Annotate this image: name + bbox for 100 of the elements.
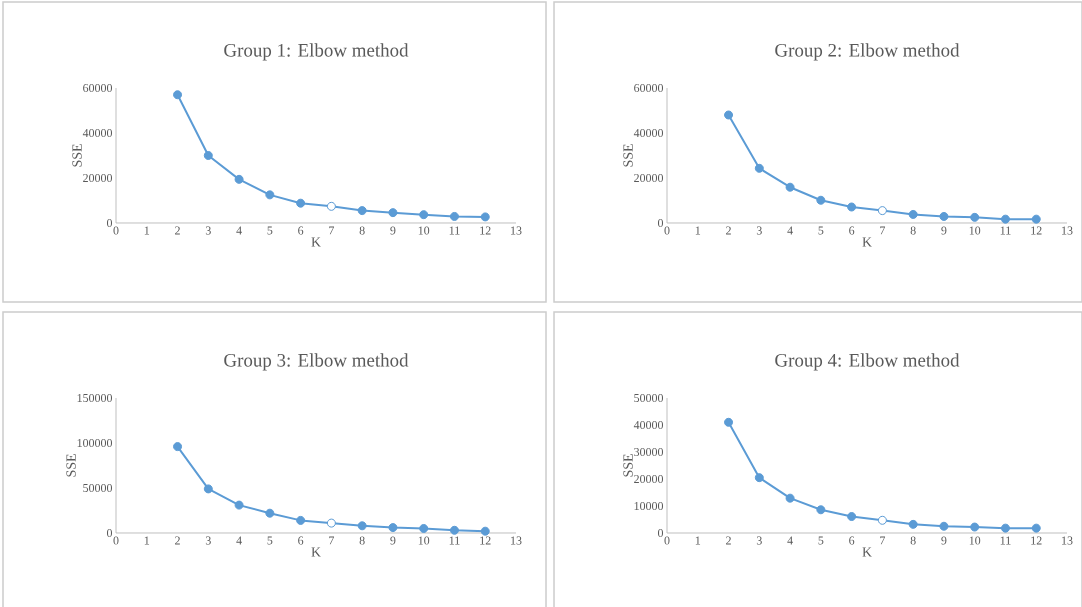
point [449, 211, 459, 221]
x-tick-label: 10 [969, 226, 981, 235]
x-tick-label: 9 [390, 226, 396, 235]
y-tick-label: 150000 [77, 393, 113, 403]
point [847, 202, 857, 212]
y-axis-title: SSE [623, 144, 633, 167]
x-tick-label: 5 [267, 536, 273, 545]
x-tick-label: 0 [664, 226, 670, 235]
x-tick-label: 12 [480, 536, 491, 545]
y-tick-label: 40000 [633, 420, 664, 430]
x-tick-label: 1 [695, 226, 701, 235]
x-tick-label: 7 [329, 226, 335, 235]
point [449, 525, 459, 535]
x-tick-label: 1 [144, 226, 150, 235]
x-tick-label: 8 [910, 226, 916, 235]
y-tick-label: 60000 [83, 83, 113, 93]
x-tick-label: 10 [969, 536, 981, 545]
point [480, 526, 490, 536]
x-tick-label: 6 [849, 226, 855, 235]
point [296, 515, 306, 525]
chart-title: Group 2: Elbow method [775, 43, 960, 61]
y-tick-label: 20000 [83, 173, 113, 183]
point [877, 515, 887, 525]
y-tick-label: 0 [657, 218, 664, 228]
x-tick-label: 7 [880, 226, 886, 235]
y-tick-label: 60000 [634, 83, 664, 93]
y-tick-label: 20000 [634, 173, 664, 183]
point [939, 521, 949, 531]
point [785, 493, 795, 503]
x-tick-label: 3 [756, 536, 762, 545]
x-tick-label: 13 [1062, 536, 1073, 545]
y-axis-title: SSE [72, 144, 82, 167]
x-axis-title: K [311, 547, 321, 557]
point [234, 500, 244, 510]
x-tick-label: 3 [205, 536, 211, 545]
point [1031, 214, 1041, 224]
point [1031, 523, 1041, 533]
x-tick-label: 8 [359, 226, 365, 235]
x-tick-label: 3 [205, 226, 211, 235]
x-tick-label: 11 [449, 536, 460, 545]
x-tick-label: 4 [236, 536, 242, 545]
y-tick-label: 50000 [634, 393, 664, 403]
x-tick-label: 12 [480, 226, 491, 235]
point [724, 110, 734, 120]
x-tick-label: 12 [1031, 536, 1042, 545]
point [908, 519, 918, 529]
y-tick-label: 30000 [634, 447, 664, 457]
point [388, 208, 398, 218]
x-tick-label: 10 [418, 536, 430, 545]
point [234, 174, 244, 184]
x-axis-title: K [862, 547, 872, 557]
y-tick-label: 0 [106, 528, 113, 538]
point [754, 163, 764, 173]
x-tick-label: 0 [113, 536, 119, 545]
point [1000, 214, 1010, 224]
x-tick-label: 5 [267, 226, 273, 235]
x-tick-label: 11 [449, 226, 460, 235]
x-tick-label: 1 [695, 536, 701, 545]
x-tick-label: 10 [418, 226, 430, 235]
x-tick-label: 11 [1000, 536, 1011, 545]
y-tick-label: 0 [657, 528, 664, 538]
x-tick-label: 9 [941, 536, 947, 545]
point [419, 524, 429, 533]
x-tick-label: 12 [1031, 226, 1042, 235]
point [785, 182, 795, 192]
x-tick-label: 11 [1000, 226, 1011, 235]
point [173, 442, 183, 452]
x-tick-label: 2 [726, 536, 731, 545]
y-tick-label: 10000 [634, 501, 664, 511]
x-tick-label: 6 [849, 536, 855, 545]
x-tick-label: 1 [144, 536, 150, 545]
point [970, 212, 980, 222]
y-tick-label: 100000 [77, 438, 113, 448]
x-tick-label: 2 [726, 226, 731, 235]
point [296, 198, 306, 208]
point [265, 190, 275, 200]
point [816, 195, 826, 205]
y-axis-title: SSE [66, 454, 76, 477]
x-tick-label: 2 [175, 226, 180, 235]
point [480, 212, 490, 222]
x-tick-label: 4 [236, 226, 242, 235]
x-tick-label: 13 [511, 226, 522, 235]
chart-title: Group 4: Elbow method [775, 353, 960, 371]
x-tick-label: 0 [664, 536, 670, 545]
point [419, 210, 429, 220]
point [203, 484, 213, 494]
point [203, 150, 213, 160]
y-axis-title: SSE [623, 454, 633, 477]
x-tick-label: 8 [359, 536, 365, 545]
x-tick-label: 3 [756, 226, 762, 235]
y-tick-label: 20000 [634, 474, 664, 484]
point [265, 508, 275, 518]
point [847, 512, 857, 522]
x-tick-label: 4 [787, 536, 793, 545]
point [173, 90, 183, 100]
point [326, 518, 336, 528]
x-tick-label: 7 [880, 536, 886, 545]
chart-title: Group 1: Elbow method [224, 43, 409, 61]
x-axis-title: K [862, 237, 872, 247]
point [939, 211, 949, 221]
